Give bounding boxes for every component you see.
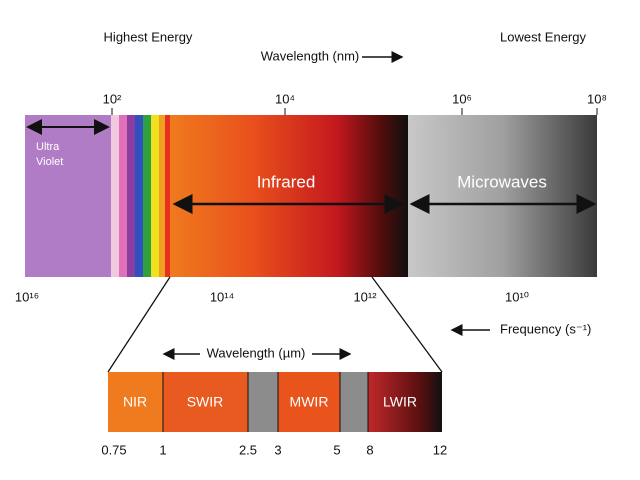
microwave-label: Microwaves	[457, 172, 547, 191]
ir-region	[170, 115, 408, 277]
detail-tick: 5	[333, 442, 340, 457]
zoom-lines	[107, 276, 443, 373]
header-left: Highest Energy	[104, 29, 193, 44]
mwir-band	[278, 372, 340, 432]
ir-label: Infrared	[257, 172, 316, 191]
gap-band	[340, 372, 368, 432]
detail-title: Wavelength (µm)	[207, 345, 306, 360]
detail-tick: 1	[159, 442, 166, 457]
nir-band	[108, 372, 163, 432]
wavelength-tick: 10²	[103, 91, 122, 106]
frequency-tick: 10¹²	[353, 289, 377, 304]
frequency-tick: 10¹⁰	[505, 289, 529, 304]
uv-label: Violet	[36, 156, 63, 168]
microwave-region	[408, 115, 597, 277]
wavelength-tick: 10⁴	[275, 91, 295, 106]
swir-band	[163, 372, 248, 432]
detail-tick: 12	[433, 442, 447, 457]
header-center: Wavelength (nm)	[261, 48, 360, 63]
band-dividers	[162, 372, 369, 432]
visible-stripes	[111, 115, 170, 277]
lwir-band	[368, 372, 442, 432]
uv-label: Ultra	[36, 141, 60, 153]
wavelength-tick: 10⁸	[587, 91, 607, 106]
band-label: NIR	[123, 394, 147, 410]
detail-tick: 3	[274, 442, 281, 457]
frequency-tick: 10¹⁴	[210, 289, 234, 304]
tick-marks	[111, 108, 598, 115]
band-label: MWIR	[290, 394, 329, 410]
detail-tick: 0.75	[101, 442, 126, 457]
header-right: Lowest Energy	[500, 29, 586, 44]
detail-tick: 8	[366, 442, 373, 457]
gap-band	[248, 372, 278, 432]
band-label: SWIR	[187, 394, 224, 410]
band-label: LWIR	[383, 394, 417, 410]
detail-tick: 2.5	[239, 442, 257, 457]
wavelength-tick: 10⁶	[452, 91, 472, 106]
frequency-label: Frequency (s⁻¹)	[500, 321, 591, 336]
frequency-tick: 10¹⁶	[15, 289, 39, 304]
uv-region	[25, 115, 111, 277]
